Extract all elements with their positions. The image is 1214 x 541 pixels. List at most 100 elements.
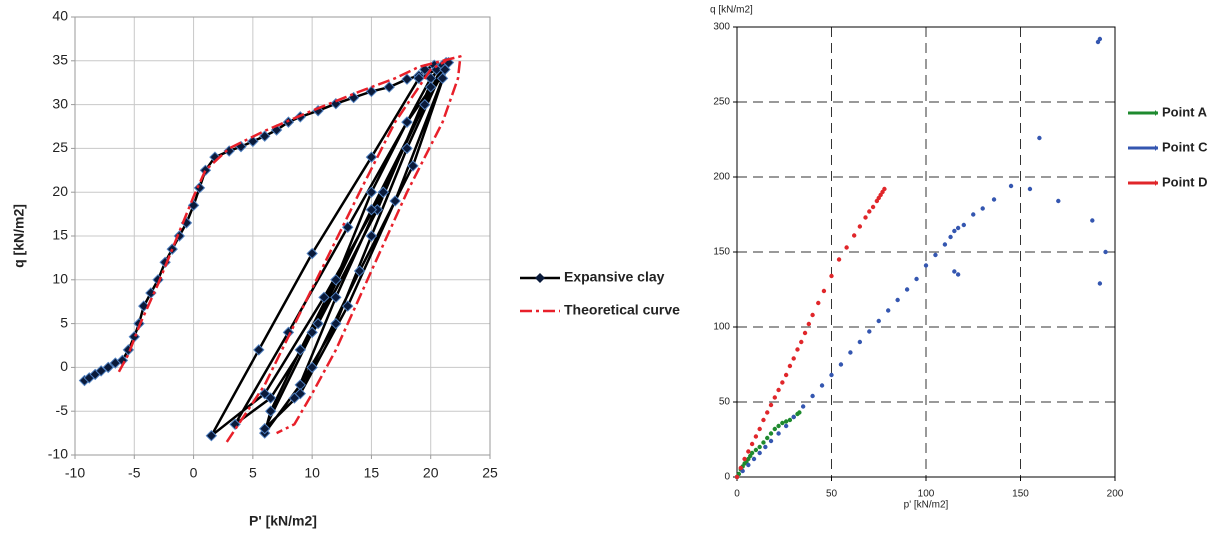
point	[799, 339, 804, 345]
x-axis-label: p' [kN/m2]	[904, 500, 949, 511]
y-tick-label: -10	[48, 446, 68, 462]
point	[1037, 135, 1042, 141]
x-tick-label: 5	[249, 465, 257, 481]
plot-border	[74, 16, 491, 456]
point-marker	[102, 361, 114, 374]
point	[746, 462, 751, 468]
point-marker	[294, 344, 306, 356]
point-marker	[365, 186, 378, 198]
point	[857, 224, 863, 229]
point	[765, 435, 770, 441]
point	[768, 431, 774, 436]
point-marker	[193, 182, 206, 194]
y-tick-label: 30	[52, 95, 68, 111]
point	[948, 234, 953, 240]
legend-marker	[1155, 180, 1158, 186]
point-marker	[389, 195, 401, 207]
x-tick-label: 200	[1107, 489, 1124, 500]
point-marker	[401, 73, 413, 85]
point	[791, 356, 796, 361]
point-marker	[413, 72, 425, 85]
point	[961, 222, 966, 228]
point	[753, 447, 759, 453]
point	[772, 395, 777, 400]
x-tick-label: -5	[128, 465, 141, 481]
point	[751, 456, 757, 462]
point-marker	[306, 326, 318, 339]
point-marker	[264, 405, 277, 417]
point	[870, 204, 876, 210]
point	[783, 419, 789, 424]
point	[933, 252, 938, 258]
point	[742, 456, 747, 462]
series	[734, 186, 887, 480]
x-tick-label: -10	[65, 465, 85, 481]
y-tick-label: 150	[713, 247, 730, 258]
point	[848, 350, 853, 355]
point	[757, 426, 762, 432]
x-tick-label: 10	[304, 465, 320, 481]
point-marker	[306, 361, 318, 374]
point-marker	[247, 135, 259, 148]
point	[768, 438, 774, 444]
point	[787, 363, 793, 369]
y-tick-label: 40	[52, 8, 68, 24]
plot-border	[736, 26, 1116, 478]
point-marker	[223, 145, 235, 157]
y-tick-label: 20	[52, 183, 68, 199]
point	[851, 233, 857, 238]
point-marker	[264, 392, 277, 404]
point-marker	[383, 81, 395, 93]
point	[757, 450, 762, 456]
point	[749, 450, 755, 456]
point-marker	[187, 199, 200, 212]
point-marker	[259, 423, 271, 435]
chart: 0 50 100 150 200 250 300 0 50 100 150 200 q [kN/m2] p…	[710, 5, 1208, 511]
point	[914, 276, 919, 282]
point	[1097, 281, 1103, 286]
point-marker	[342, 300, 354, 312]
point	[836, 257, 842, 262]
point	[763, 444, 768, 450]
point	[895, 297, 900, 303]
point	[757, 444, 762, 450]
x-axis-label: P' [kN/m2]	[249, 513, 317, 529]
point-marker	[430, 63, 443, 76]
y-tick-label: 300	[713, 22, 730, 33]
point	[886, 308, 891, 313]
point	[829, 273, 834, 279]
point	[1090, 218, 1095, 223]
series	[734, 36, 1108, 480]
point-marker	[259, 130, 271, 142]
point	[783, 423, 789, 429]
point-marker	[365, 85, 378, 98]
point	[800, 404, 806, 409]
point	[955, 272, 961, 277]
x-tick-label: 0	[190, 465, 198, 481]
legend: Point A Point C Point D	[1128, 104, 1208, 189]
point	[795, 347, 800, 352]
point	[816, 300, 821, 306]
point-marker	[365, 151, 378, 163]
series-line	[117, 55, 462, 443]
point	[1103, 249, 1108, 255]
point	[802, 330, 808, 336]
point-marker	[253, 344, 265, 356]
point	[810, 393, 815, 399]
y-tick-label: 200	[713, 172, 730, 183]
point	[991, 197, 997, 202]
point-marker	[436, 72, 449, 85]
x-tick-label: 100	[918, 489, 935, 500]
x-tick-label: 150	[1012, 489, 1029, 500]
point	[821, 288, 827, 294]
legend-label: Point A	[1162, 104, 1208, 119]
x-tick-label: 15	[364, 465, 380, 481]
legend: Expansive clay Theoretical curve	[520, 269, 680, 318]
legend-label: Point C	[1162, 139, 1208, 154]
point-marker	[419, 98, 431, 111]
point-marker	[401, 142, 413, 155]
legend-label: Point D	[1162, 174, 1208, 189]
point-marker	[407, 160, 419, 172]
